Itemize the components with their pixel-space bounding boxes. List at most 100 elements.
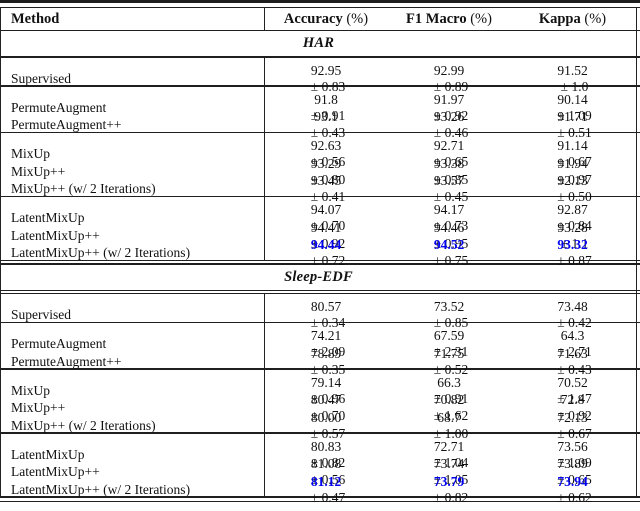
kappa-cell: 93.28 ± 1.1 — [510, 220, 635, 252]
method-group: LatentMixUp 94.07 ± 0.70 94.17 ± 0.73 92.87 ± … — [1, 197, 636, 268]
kappa-cell-stddev: ± 0.62 — [557, 489, 592, 505]
kappa-cell-mean: 71.63 — [557, 345, 588, 361]
f1-macro-cell: 68.7 ± 1.00 — [388, 410, 510, 442]
table-row: PermuteAugment++ 78.89 ± 0.35 71.75 ± 0.52 71… — [1, 345, 636, 377]
method-cell: MixUp++ (w/ 2 Iterations) — [11, 181, 156, 197]
kappa-cell-stddev: ± 0.43 — [557, 361, 592, 377]
accuracy-cell-mean: 94.07 — [310, 202, 342, 218]
accuracy-cell-stddev: ± 0.82 — [310, 454, 346, 470]
kappa-cell: 73.56 ± 1.09 — [510, 439, 635, 471]
kappa-cell-stddev: ± 0.97 — [557, 171, 592, 187]
method-cell: PermuteAugment — [11, 99, 107, 115]
f1-macro-cell-mean: 73.79 — [433, 473, 465, 489]
kappa-cell-mean: 91.52 — [557, 62, 588, 78]
accuracy-cell: 93.45 ± 0.41 — [264, 173, 388, 205]
kappa-cell-mean: 92.13 — [557, 173, 588, 189]
kappa-cell-stddev: ± 0.42 — [557, 315, 592, 331]
f1-macro-cell-stddev: ± 0.65 — [433, 154, 469, 170]
accuracy-cell-mean: 94.44 — [310, 237, 342, 253]
f1-macro-cell: 72.71 ± 1.04 — [388, 439, 510, 471]
column-divider — [264, 86, 266, 132]
accuracy-cell-mean: 79.14 — [310, 374, 342, 390]
table-row: MixUp++ 93.29 ± 0.80 93.38 ± 0.85 91.94 ± 0.97 — [1, 155, 636, 187]
accuracy-cell-mean: 94.41 — [310, 219, 342, 235]
kappa-cell-mean: 93.32 — [557, 237, 588, 253]
column-header-kappa-unit: (%) — [580, 10, 607, 27]
column-divider — [264, 433, 266, 497]
f1-macro-cell-stddev: ± 0.45 — [433, 189, 469, 205]
method-cell: PermuteAugment++ — [11, 117, 122, 133]
accuracy-cell: 80.57 ± 0.34 — [264, 299, 388, 331]
method-group: PermuteAugment 91.8 ± 0.91 91.97 ± 0.92 90.14… — [1, 86, 636, 140]
method-cell: LatentMixUp++ — [11, 227, 100, 243]
method-cell: MixUp — [11, 382, 51, 398]
kappa-cell: 91.52 ± 1.0 — [510, 63, 635, 95]
f1-macro-cell-mean: 66.3 — [437, 374, 461, 390]
accuracy-cell-stddev: ± 0.72 — [310, 253, 346, 269]
f1-macro-cell-mean: 93.57 — [433, 173, 465, 189]
accuracy-cell: 80.47 ± 0.70 — [264, 392, 388, 424]
f1-macro-cell-stddev: ± 0.52 — [433, 361, 469, 377]
kappa-cell: 92.13 ± 0.50 — [510, 173, 635, 205]
kappa-cell-mean: 73.94 — [557, 473, 588, 489]
kappa-cell-mean: 73.89 — [557, 456, 588, 472]
accuracy-cell-stddev: ± 0.34 — [310, 315, 346, 331]
section-rule-below — [1, 289, 640, 295]
f1-macro-cell-mean: 68.7 — [437, 409, 461, 425]
f1-macro-cell-stddev: ± 1.00 — [433, 425, 469, 441]
column-header-f1-macro: F1 Macro (%) — [388, 11, 510, 28]
f1-macro-cell: 94.17 ± 0.73 — [388, 202, 510, 234]
method-group: Supervised 92.95 ± 0.83 92.99 ± 0.89 91.52 ± 1… — [1, 57, 636, 94]
f1-macro-cell: 70.82 ± 1.62 — [388, 392, 510, 424]
accuracy-cell-mean: 80.57 — [310, 299, 342, 315]
accuracy-cell-stddev: ± 0.57 — [310, 425, 346, 441]
f1-macro-cell: 92.99 ± 0.89 — [388, 63, 510, 95]
kappa-cell-mean: 73.56 — [557, 438, 588, 454]
table-top-rule — [0, 0, 640, 3]
accuracy-cell: 93.1 ± 0.43 — [264, 109, 388, 141]
column-header-accuracy-label: Accuracy — [283, 10, 343, 27]
kappa-cell-stddev: ± 0.87 — [557, 253, 592, 269]
f1-macro-cell-stddev: ± 0.95 — [433, 235, 469, 251]
kappa-cell-stddev: ± 2.71 — [557, 344, 592, 360]
f1-macro-cell: 92.71 ± 0.65 — [388, 138, 510, 170]
kappa-cell-mean: 91.94 — [557, 155, 588, 171]
section-title-row: HAR — [1, 31, 636, 56]
accuracy-cell-mean: 91.8 — [314, 91, 338, 107]
kappa-cell-mean: 72.13 — [557, 409, 588, 425]
kappa-cell: 73.89 ± 0.65 — [510, 456, 635, 488]
results-table: Method Accuracy (%) F1 Macro (%) Kappa (… — [0, 8, 640, 505]
f1-macro-cell: 71.75 ± 0.52 — [388, 346, 510, 378]
accuracy-cell: 78.89 ± 0.35 — [264, 346, 388, 378]
f1-macro-cell: 94.52 ± 0.75 — [388, 237, 510, 269]
group-divider-rule — [1, 85, 640, 87]
accuracy-cell: 91.8 ± 0.91 — [264, 92, 388, 124]
method-cell: MixUp++ — [11, 400, 66, 416]
accuracy-cell-stddev: ± 0.91 — [310, 107, 346, 123]
table-row: PermuteAugment 74.21 ± 2.09 67.59 ± 2.31 64.3… — [1, 328, 636, 359]
kappa-cell-stddev: ± 0.67 — [557, 154, 592, 170]
column-header-kappa-label: Kappa — [538, 10, 581, 27]
accuracy-cell: 80.00 ± 0.57 — [264, 410, 388, 442]
method-cell: LatentMixUp — [11, 446, 85, 462]
table-row: MixUp 92.63 ± 0.56 92.71 ± 0.65 91.14 ± 0.67 — [1, 138, 636, 169]
kappa-cell-stddev: ± 1.09 — [557, 107, 592, 123]
column-header-accuracy-unit: (%) — [342, 10, 369, 27]
f1-macro-cell-mean: 73.52 — [433, 299, 465, 315]
accuracy-cell-stddev: ± 2.09 — [310, 344, 346, 360]
accuracy-cell-stddev: ± 0.41 — [310, 189, 346, 205]
table-row: LatentMixUp++ (w/ 2 Iterations) 81.12 ± 0.… — [1, 473, 636, 505]
f1-macro-cell-mean: 71.75 — [433, 345, 465, 361]
accuracy-cell-mean: 92.63 — [310, 138, 342, 154]
section-rule-above-line — [1, 259, 640, 261]
section-rule-below-line — [1, 289, 640, 291]
column-divider — [264, 294, 266, 322]
f1-macro-cell-mean: 93.26 — [433, 109, 465, 125]
method-cell: Supervised — [11, 70, 71, 86]
method-cell: MixUp++ — [11, 163, 66, 179]
table-row: Supervised 92.95 ± 0.83 92.99 ± 0.89 91.52 ± 1… — [1, 63, 636, 94]
group-divider-rule — [1, 131, 640, 134]
kappa-cell: 72.13 ± 0.67 — [510, 410, 635, 442]
accuracy-cell: 92.63 ± 0.56 — [264, 138, 388, 170]
